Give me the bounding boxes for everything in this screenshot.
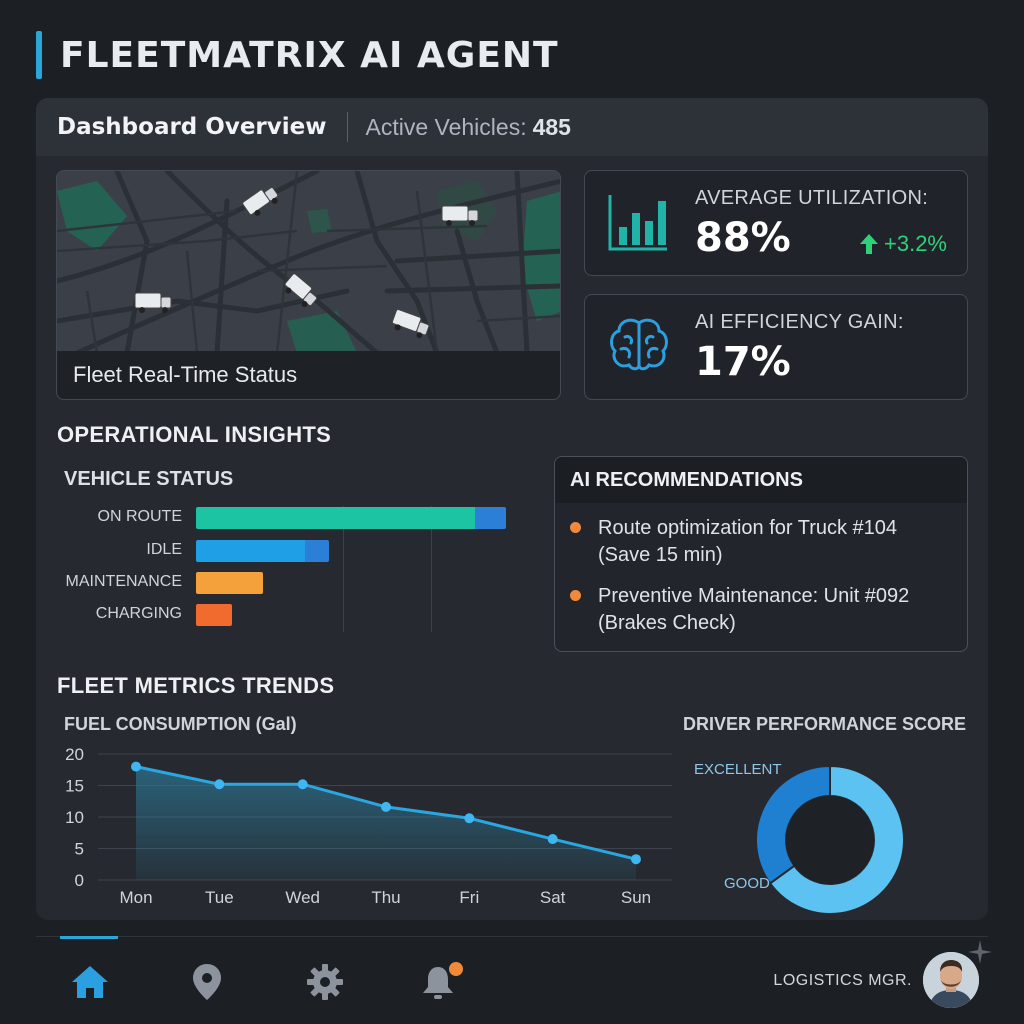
vehicle-status-bar-charging xyxy=(196,604,232,626)
location-pin-icon xyxy=(193,964,221,1000)
user-avatar-image xyxy=(923,952,979,1008)
vehicle-status-title: VEHICLE STATUS xyxy=(64,468,234,490)
truck-icons xyxy=(134,187,479,339)
fuel-chart-title: FUEL CONSUMPTION (Gal) xyxy=(64,714,297,734)
fuel-x-tick-label: Sun xyxy=(621,888,651,907)
vehicle-status-bar-on-route xyxy=(196,507,506,529)
driver-performance-title: DRIVER PERFORMANCE SCORE xyxy=(682,714,966,734)
fuel-data-point xyxy=(464,813,475,824)
nav-notifications-button[interactable] xyxy=(418,958,466,1006)
efficiency-kpi-card: AI EFFICIENCY GAIN: 17% xyxy=(584,294,968,400)
fuel-data-point xyxy=(381,801,391,812)
bell-icon xyxy=(423,962,463,999)
fuel-x-tick-label: Wed xyxy=(285,888,320,907)
fuel-y-tick-label: 5 xyxy=(75,840,84,859)
donut-label-good: GOOD xyxy=(724,875,770,892)
dashboard-title: Dashboard Overview xyxy=(57,114,327,140)
fuel-x-tick-label: Fri xyxy=(459,888,479,907)
header-divider xyxy=(346,112,348,142)
nav-divider xyxy=(36,936,988,937)
donut-hole xyxy=(786,796,874,884)
fuel-x-tick-label: Sat xyxy=(540,888,566,907)
app-header: FLEETMATRIX AI AGENT xyxy=(36,30,559,80)
vehicle-status-label-charging: CHARGING xyxy=(95,605,182,622)
map-graphic xyxy=(57,171,560,353)
donut-label-excellent: EXCELLENT xyxy=(694,761,782,778)
fuel-x-tick-label: Tue xyxy=(205,888,234,907)
arrow-up-icon xyxy=(860,234,878,254)
recommendation-subtext: (Save 15 min) xyxy=(598,544,723,566)
user-role-label: LOGISTICS MGR. xyxy=(773,972,912,989)
fuel-area xyxy=(136,766,636,880)
fuel-data-point xyxy=(297,779,308,790)
bullet-dot xyxy=(570,590,581,601)
utilization-value: 88% xyxy=(695,215,791,261)
nav-home-button[interactable] xyxy=(66,958,114,1006)
vehicle-status-gridline xyxy=(343,506,344,632)
bar-chart-icon xyxy=(607,193,669,258)
vehicle-status-gridline xyxy=(431,506,432,632)
dashboard-header: Dashboard Overview Active Vehicles: 485 xyxy=(36,98,988,156)
active-vehicles-value: 485 xyxy=(532,113,571,140)
utilization-label: AVERAGE UTILIZATION: xyxy=(695,187,929,209)
fuel-x-tick-label: Thu xyxy=(371,888,400,907)
trend-charts: 0 5 10 15 20 Mon Tue Wed Thu Fri Sat Sun EXCELLENT GO… xyxy=(65,745,905,915)
dashboard-card: Dashboard Overview Active Vehicles: 485 xyxy=(36,98,988,920)
sparkle-icon xyxy=(968,940,992,964)
vehicle-status-bar-idle xyxy=(196,540,329,562)
recommendation-subtext: (Brakes Check) xyxy=(598,612,736,634)
recommendation-item[interactable]: Route optimization for Truck #104 (Save … xyxy=(570,515,897,569)
map-caption: Fleet Real-Time Status xyxy=(57,351,560,399)
avatar[interactable] xyxy=(923,952,979,1008)
bottom-nav: LOGISTICS MGR. xyxy=(0,936,1024,1024)
nav-active-indicator xyxy=(60,936,118,939)
vehicle-status-label-maintenance: MAINTENANCE xyxy=(65,573,182,590)
fuel-data-point xyxy=(631,854,641,865)
fleet-map[interactable]: Fleet Real-Time Status xyxy=(56,170,561,400)
fuel-data-point xyxy=(547,834,558,845)
bullet-dot xyxy=(570,522,581,533)
fuel-data-point xyxy=(131,761,141,772)
active-vehicles-label: Active Vehicles: xyxy=(365,113,527,140)
recommendation-item[interactable]: Preventive Maintenance: Unit #092 (Brake… xyxy=(570,583,909,637)
notification-badge xyxy=(449,962,463,976)
fuel-y-tick-label: 20 xyxy=(65,745,84,764)
vehicle-status-label-idle: IDLE xyxy=(146,541,182,558)
ai-recommendations-title: AI RECOMMENDATIONS xyxy=(555,457,967,503)
efficiency-label: AI EFFICIENCY GAIN: xyxy=(695,311,904,333)
utilization-kpi-card: AVERAGE UTILIZATION: 88% +3.2% xyxy=(584,170,968,276)
fuel-x-tick-label: Mon xyxy=(119,888,152,907)
utilization-delta: +3.2% xyxy=(860,231,947,257)
vehicle-status-label-on-route: ON ROUTE xyxy=(97,508,182,525)
vehicle-status-bar-maintenance xyxy=(196,572,263,594)
fuel-y-tick-label: 15 xyxy=(65,777,84,796)
header-accent-bar xyxy=(36,31,42,79)
ai-recommendations-panel: AI RECOMMENDATIONS Route optimization fo… xyxy=(554,456,968,652)
fuel-y-tick-label: 0 xyxy=(75,871,84,890)
fleet-metrics-trends-title: FLEET METRICS TRENDS xyxy=(57,673,335,698)
brain-icon xyxy=(607,317,671,378)
recommendation-text: Preventive Maintenance: Unit #092 xyxy=(598,585,910,607)
utilization-delta-value: +3.2% xyxy=(884,231,947,256)
app-title: FLEETMATRIX AI AGENT xyxy=(60,34,559,76)
efficiency-value: 17% xyxy=(695,339,791,385)
nav-settings-button[interactable] xyxy=(301,958,349,1006)
fuel-data-point xyxy=(214,779,225,790)
nav-location-button[interactable] xyxy=(183,958,231,1006)
home-icon xyxy=(72,966,108,998)
operational-insights-title: OPERATIONAL INSIGHTS xyxy=(57,422,332,447)
gear-icon xyxy=(307,964,343,1000)
recommendation-text: Route optimization for Truck #104 xyxy=(598,517,898,539)
fuel-y-tick-label: 10 xyxy=(65,808,84,827)
